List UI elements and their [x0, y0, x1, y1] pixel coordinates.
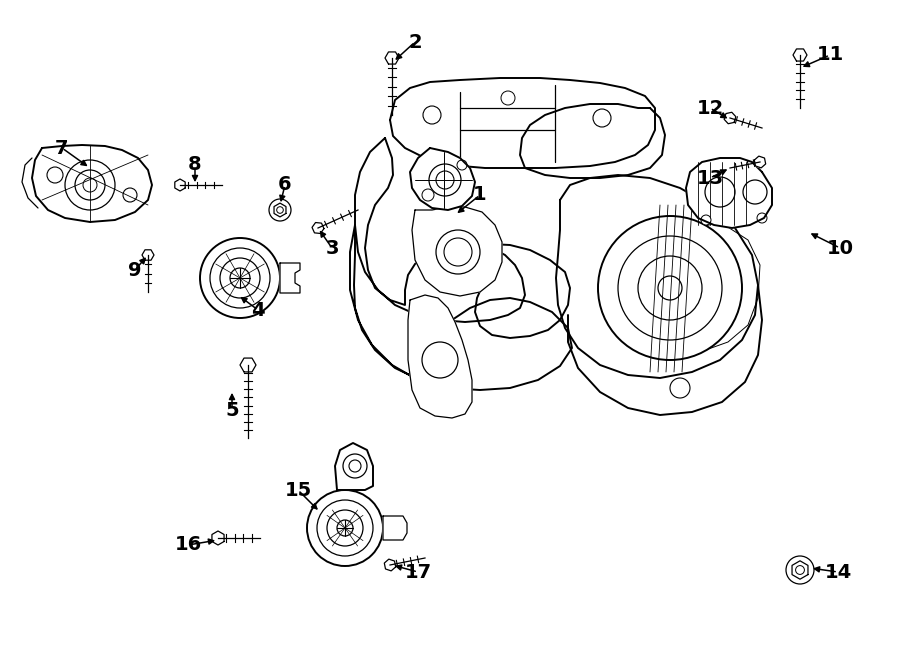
Polygon shape [240, 358, 256, 372]
Circle shape [220, 258, 260, 298]
Text: 12: 12 [697, 99, 724, 117]
Circle shape [75, 170, 105, 200]
Polygon shape [390, 78, 655, 168]
Polygon shape [792, 561, 808, 579]
Circle shape [658, 276, 682, 300]
Text: 8: 8 [188, 156, 202, 175]
Polygon shape [793, 49, 807, 61]
Text: 2: 2 [409, 32, 422, 52]
Circle shape [423, 106, 441, 124]
Polygon shape [410, 148, 475, 210]
Circle shape [200, 238, 280, 318]
Polygon shape [312, 222, 324, 234]
Circle shape [210, 248, 270, 308]
Circle shape [796, 565, 805, 575]
Text: 17: 17 [404, 563, 432, 581]
Polygon shape [274, 203, 286, 217]
Circle shape [123, 188, 137, 202]
Text: 10: 10 [826, 238, 853, 258]
Polygon shape [622, 222, 760, 355]
Text: 5: 5 [225, 401, 238, 420]
Polygon shape [142, 250, 154, 260]
Circle shape [307, 490, 383, 566]
Polygon shape [384, 559, 396, 571]
Circle shape [276, 207, 284, 213]
Polygon shape [385, 52, 399, 64]
Circle shape [349, 460, 361, 472]
Circle shape [230, 268, 250, 288]
Polygon shape [724, 113, 736, 124]
Polygon shape [175, 179, 185, 191]
Polygon shape [408, 295, 472, 418]
Text: 13: 13 [697, 169, 724, 187]
Polygon shape [212, 531, 224, 545]
Circle shape [422, 189, 434, 201]
Polygon shape [568, 285, 762, 415]
Circle shape [743, 180, 767, 204]
Circle shape [436, 171, 454, 189]
Polygon shape [280, 263, 300, 293]
Circle shape [83, 178, 97, 192]
Circle shape [705, 177, 735, 207]
Text: 4: 4 [251, 301, 265, 320]
Circle shape [317, 500, 373, 556]
Polygon shape [412, 207, 502, 296]
Polygon shape [754, 156, 766, 168]
Polygon shape [335, 443, 373, 490]
Circle shape [327, 510, 363, 546]
Polygon shape [355, 138, 525, 322]
Circle shape [269, 199, 291, 221]
Circle shape [343, 454, 367, 478]
Circle shape [618, 236, 722, 340]
Circle shape [638, 256, 702, 320]
Circle shape [337, 520, 353, 536]
Text: 1: 1 [473, 185, 487, 205]
Text: 15: 15 [284, 481, 311, 500]
Text: 7: 7 [55, 138, 68, 158]
Text: 14: 14 [824, 563, 851, 581]
Polygon shape [22, 158, 38, 208]
Circle shape [429, 164, 461, 196]
Circle shape [757, 213, 767, 223]
Polygon shape [350, 225, 572, 390]
Polygon shape [32, 145, 152, 222]
Circle shape [501, 91, 515, 105]
Circle shape [593, 109, 611, 127]
Text: 16: 16 [175, 536, 202, 555]
Circle shape [444, 238, 472, 266]
Circle shape [598, 216, 742, 360]
Text: 3: 3 [325, 238, 338, 258]
Polygon shape [475, 244, 570, 338]
Circle shape [670, 378, 690, 398]
Text: 11: 11 [816, 46, 843, 64]
Circle shape [786, 556, 814, 584]
Polygon shape [556, 175, 758, 378]
Circle shape [47, 167, 63, 183]
Text: 9: 9 [128, 261, 142, 279]
Text: 6: 6 [278, 175, 292, 195]
Circle shape [422, 342, 458, 378]
Polygon shape [686, 158, 772, 228]
Circle shape [701, 215, 711, 225]
Circle shape [457, 160, 467, 170]
Circle shape [436, 230, 480, 274]
Circle shape [65, 160, 115, 210]
Polygon shape [383, 516, 407, 540]
Polygon shape [520, 104, 665, 178]
